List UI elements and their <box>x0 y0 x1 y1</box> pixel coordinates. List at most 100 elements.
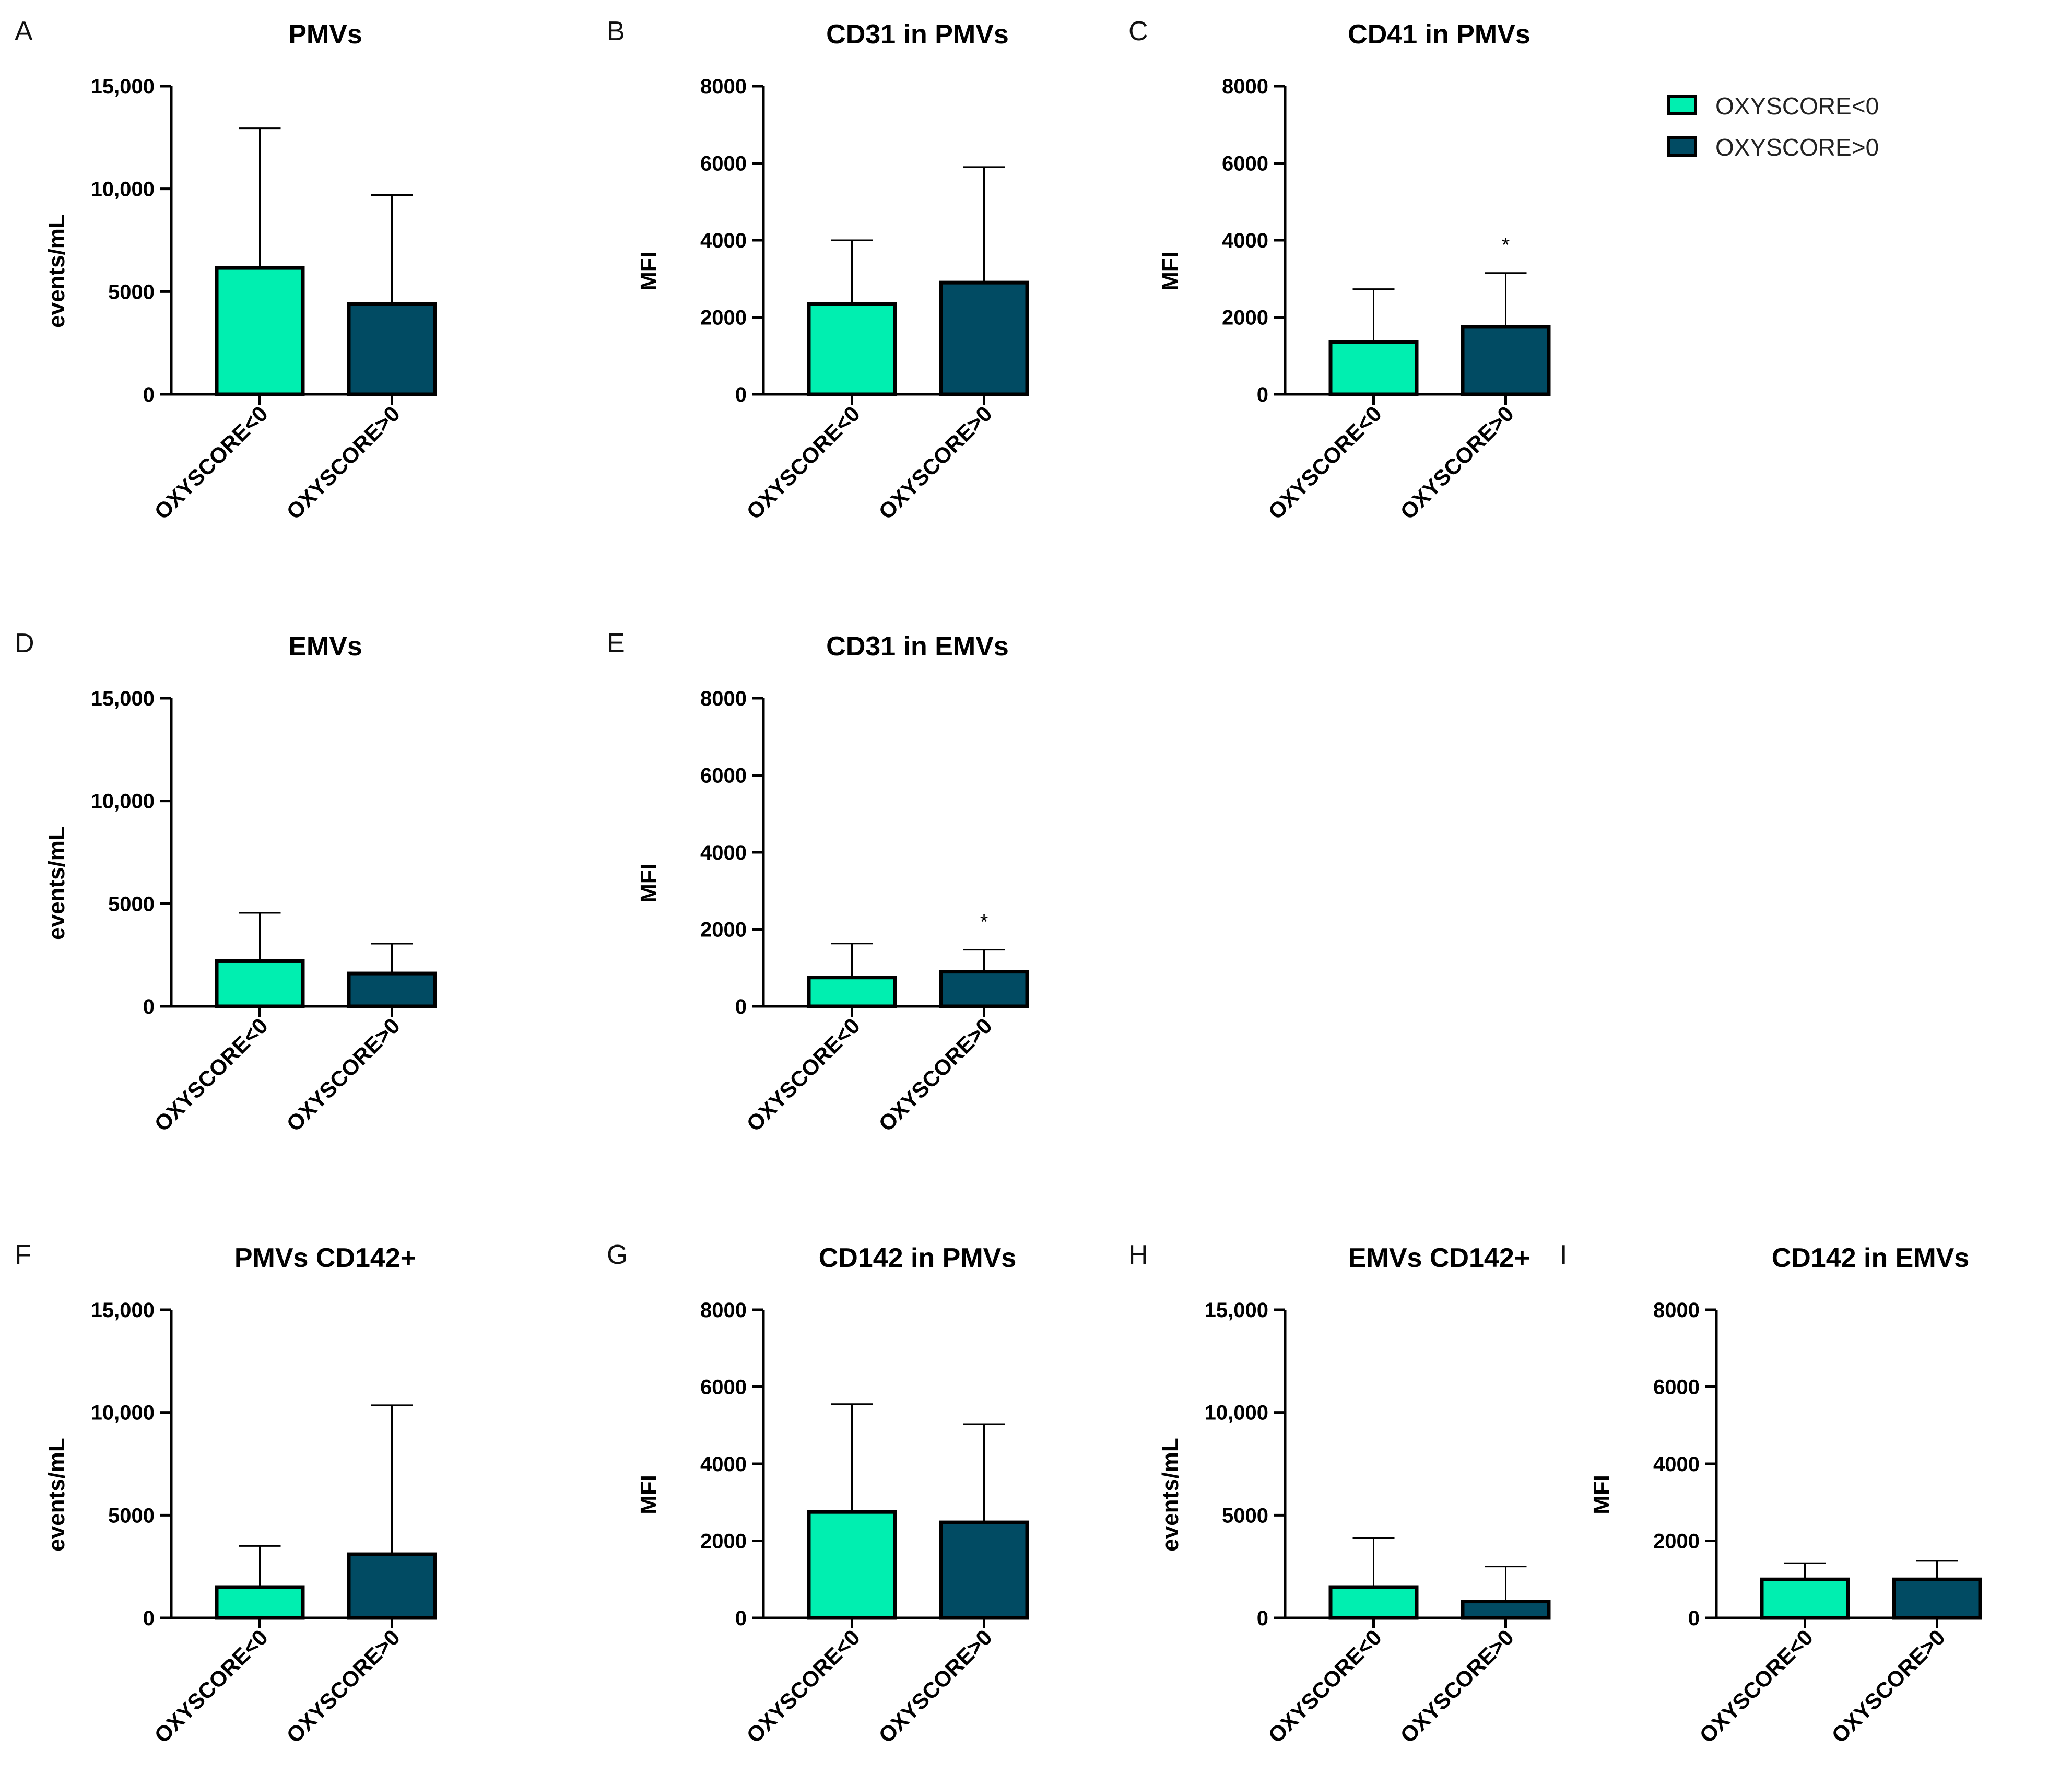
panel-title: PMVs <box>288 19 362 50</box>
y-tick-label: 0 <box>143 1607 155 1630</box>
panel-f: F PMVs CD142+ 0 5000 10,000 15,000 events/mL OX… <box>15 1240 437 1748</box>
y-tick-label: 6000 <box>700 765 747 788</box>
y-tick-label: 10,000 <box>91 1402 155 1425</box>
y-tick-label: 5000 <box>108 280 155 303</box>
panel-letter: B <box>607 16 625 46</box>
y-tick-label: 10,000 <box>1205 1402 1268 1425</box>
y-tick-label: 10,000 <box>91 178 155 201</box>
y-tick-label: 8000 <box>700 1299 747 1322</box>
bar <box>347 971 437 1008</box>
x-tick-label: OXYSCORE<0 <box>1263 401 1386 524</box>
panel-letter: G <box>607 1240 628 1270</box>
panel-c: C CD41 in PMVs 0 2000 4000 6000 8000 MFI OXYSCOR… <box>1128 16 1551 524</box>
legend-swatch-high <box>1667 136 1697 157</box>
x-tick-label: OXYSCORE>0 <box>874 401 996 524</box>
y-tick-label: 8000 <box>700 75 747 98</box>
panels: A PMVs 0 5000 10,000 15,000 events/mL OXYSCORE<… <box>15 16 1982 1748</box>
y-tick-label: 6000 <box>700 1376 747 1399</box>
x-tick-label: OXYSCORE<0 <box>149 1013 272 1136</box>
bar <box>939 970 1029 1008</box>
bar <box>1461 325 1551 396</box>
bar <box>347 302 437 396</box>
panel-letter: F <box>15 1240 31 1270</box>
y-tick-label: 4000 <box>1222 229 1268 252</box>
y-tick-label: 0 <box>1257 383 1268 406</box>
y-tick-label: 15,000 <box>91 1299 155 1322</box>
bar <box>807 976 897 1008</box>
y-tick-label: 6000 <box>1222 152 1268 175</box>
y-tick-label: 2000 <box>700 919 747 942</box>
y-tick-label: 2000 <box>1222 307 1268 330</box>
panel-b: B CD31 in PMVs 0 2000 4000 6000 8000 MFI OXYSCOR… <box>607 16 1029 524</box>
y-tick-label: 6000 <box>1653 1376 1700 1399</box>
bar <box>1892 1577 1982 1620</box>
bar <box>1760 1577 1850 1620</box>
legend: OXYSCORE<0 OXYSCORE>0 <box>1667 92 1879 161</box>
panel-letter: E <box>607 628 625 659</box>
y-tick-label: 10,000 <box>91 790 155 813</box>
y-tick-label: 4000 <box>700 841 747 864</box>
panel-g: G CD142 in PMVs 0 2000 4000 6000 8000 MFI OXYSCO… <box>607 1240 1029 1748</box>
significance-marker: * <box>1502 234 1510 257</box>
panel-letter: C <box>1128 16 1148 46</box>
y-tick-label: 15,000 <box>91 687 155 710</box>
x-tick-label: OXYSCORE<0 <box>741 401 864 524</box>
y-axis-label: MFI <box>636 863 662 903</box>
legend-label-high: OXYSCORE>0 <box>1715 134 1879 161</box>
panel-letter: I <box>1560 1240 1567 1270</box>
y-tick-label: 6000 <box>700 152 747 175</box>
bar <box>939 280 1029 396</box>
bar <box>1328 1585 1419 1620</box>
panel-a: A PMVs 0 5000 10,000 15,000 events/mL OXYSCORE<… <box>15 16 437 524</box>
x-tick-label: OXYSCORE>0 <box>874 1013 996 1136</box>
y-axis-label: MFI <box>1589 1475 1615 1514</box>
bar <box>807 1510 897 1620</box>
y-tick-label: 8000 <box>1222 75 1268 98</box>
y-tick-label: 2000 <box>1653 1530 1700 1553</box>
y-tick-label: 2000 <box>700 1530 747 1553</box>
panel-title: CD142 in PMVs <box>819 1243 1017 1273</box>
significance-marker: * <box>980 911 988 934</box>
legend-label-low: OXYSCORE<0 <box>1715 92 1879 120</box>
bar <box>215 266 305 396</box>
y-tick-label: 5000 <box>1222 1504 1268 1527</box>
x-tick-label: OXYSCORE<0 <box>741 1625 864 1747</box>
panel-h: H EMVs CD142+ 0 5000 10,000 15,000 events/mL OX… <box>1128 1240 1551 1748</box>
y-axis-label: MFI <box>636 1475 662 1514</box>
bar <box>939 1520 1029 1620</box>
y-tick-label: 8000 <box>700 687 747 710</box>
panel-letter: A <box>15 16 33 46</box>
panel-title: CD31 in EMVs <box>826 631 1009 662</box>
x-tick-label: OXYSCORE>0 <box>281 1013 404 1136</box>
bar <box>347 1552 437 1620</box>
x-tick-label: OXYSCORE>0 <box>1827 1625 1949 1747</box>
x-tick-label: OXYSCORE<0 <box>1263 1625 1386 1747</box>
bar <box>807 302 897 396</box>
panel-letter: D <box>15 628 34 659</box>
legend-swatch-low <box>1667 95 1697 115</box>
y-tick-label: 0 <box>143 995 155 1018</box>
y-tick-label: 8000 <box>1653 1299 1700 1322</box>
x-tick-label: OXYSCORE<0 <box>741 1013 864 1136</box>
y-axis-label: events/mL <box>44 826 69 940</box>
x-tick-label: OXYSCORE>0 <box>1395 401 1518 524</box>
y-tick-label: 0 <box>735 995 747 1018</box>
bar <box>215 959 305 1008</box>
y-tick-label: 4000 <box>1653 1453 1700 1476</box>
y-tick-label: 0 <box>735 1607 747 1630</box>
bar <box>215 1585 305 1620</box>
y-axis-label: MFI <box>1158 251 1183 291</box>
y-tick-label: 4000 <box>700 229 747 252</box>
bar <box>1461 1600 1551 1620</box>
y-tick-label: 2000 <box>700 307 747 330</box>
y-axis-label: events/mL <box>44 214 69 328</box>
panel-title: CD41 in PMVs <box>1348 19 1531 50</box>
y-tick-label: 0 <box>143 383 155 406</box>
y-axis-label: events/mL <box>1158 1438 1183 1552</box>
x-tick-label: OXYSCORE>0 <box>874 1625 996 1747</box>
panel-letter: H <box>1128 1240 1148 1270</box>
y-tick-label: 4000 <box>700 1453 747 1476</box>
y-tick-label: 5000 <box>108 893 155 915</box>
panel-i: I CD142 in EMVs 0 2000 4000 6000 8000 MFI OXYSCO… <box>1560 1240 1982 1748</box>
